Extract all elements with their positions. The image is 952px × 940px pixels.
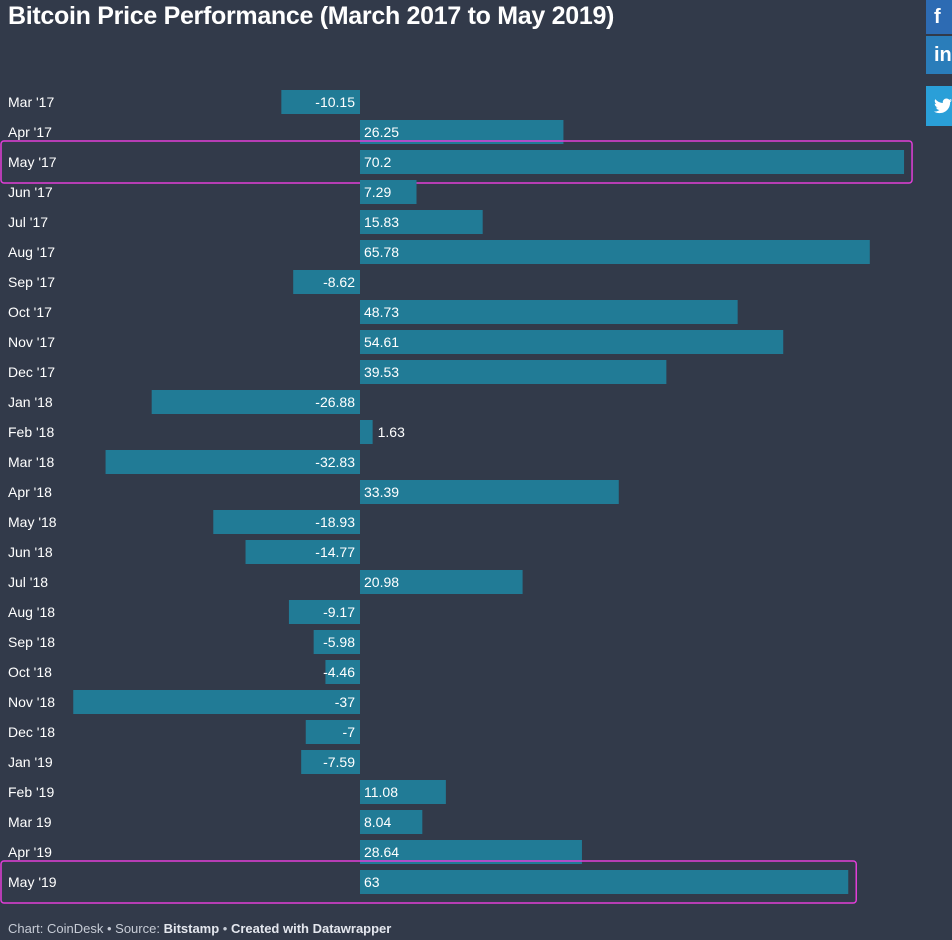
highlight-box <box>0 860 857 904</box>
value-label: 70.2 <box>364 154 391 170</box>
category-label: Mar '17 <box>8 94 54 110</box>
category-label: Nov '18 <box>8 694 55 710</box>
bar <box>313 630 360 654</box>
category-label: Feb '19 <box>8 784 54 800</box>
bar <box>360 330 784 354</box>
footer-source[interactable]: Bitstamp <box>163 921 220 936</box>
chart-footer: Chart: CoinDesk • Source: Bitstamp • Cre… <box>8 921 391 936</box>
category-label: Mar 19 <box>8 814 52 830</box>
value-label: -32.83 <box>315 454 355 470</box>
category-label: Sep '18 <box>8 634 55 650</box>
category-label: Apr '19 <box>8 844 52 860</box>
bar <box>360 150 905 174</box>
bar <box>360 420 373 444</box>
value-label: 54.61 <box>364 334 399 350</box>
value-label: -9.17 <box>323 604 355 620</box>
value-label: 26.25 <box>364 124 399 140</box>
value-label: -26.88 <box>315 394 355 410</box>
bar <box>360 210 483 234</box>
category-label: Jul '18 <box>8 574 48 590</box>
category-label: Aug '18 <box>8 604 55 620</box>
bar <box>293 270 360 294</box>
bar <box>360 120 564 144</box>
bar <box>360 780 446 804</box>
bar <box>245 540 360 564</box>
value-label: -4.46 <box>323 664 355 680</box>
value-label: 20.98 <box>364 574 399 590</box>
category-label: Apr '17 <box>8 124 52 140</box>
bar <box>360 840 582 864</box>
value-label: 65.78 <box>364 244 399 260</box>
value-label: -10.15 <box>315 94 355 110</box>
category-label: Oct '17 <box>8 304 52 320</box>
value-label: 7.29 <box>364 184 391 200</box>
category-label: Apr '18 <box>8 484 52 500</box>
bar <box>360 480 619 504</box>
value-label: -8.62 <box>323 274 355 290</box>
highlight-box <box>0 140 913 184</box>
bar <box>301 750 360 774</box>
value-label: 63 <box>364 874 380 890</box>
category-label: May '19 <box>8 874 57 890</box>
value-label: -37 <box>335 694 355 710</box>
footer-prefix: Chart: CoinDesk • Source: <box>8 921 164 936</box>
facebook-share-button[interactable]: f <box>926 0 952 34</box>
category-label: Jan '19 <box>8 754 53 770</box>
bar-chart: Mar '17 -10.15 Apr '17 26.25 May '17 70.2 Jun … <box>0 90 913 904</box>
bar <box>360 180 417 204</box>
footer-separator: • <box>219 921 231 936</box>
category-label: Nov '17 <box>8 334 55 350</box>
value-label: -18.93 <box>315 514 355 530</box>
value-label: 8.04 <box>364 814 391 830</box>
bar <box>305 720 360 744</box>
value-label: 33.39 <box>364 484 399 500</box>
bar <box>325 660 360 684</box>
bar <box>360 300 738 324</box>
linkedin-share-button[interactable]: in <box>926 36 952 74</box>
category-label: May '18 <box>8 514 57 530</box>
category-label: May '17 <box>8 154 57 170</box>
bar <box>105 450 360 474</box>
category-label: Dec '18 <box>8 724 55 740</box>
category-label: Dec '17 <box>8 364 55 380</box>
bar <box>360 360 667 384</box>
bar <box>360 870 849 894</box>
category-label: Feb '18 <box>8 424 54 440</box>
value-label: -7.59 <box>323 754 355 770</box>
bar <box>360 570 523 594</box>
bar <box>281 90 360 114</box>
twitter-share-button[interactable] <box>926 86 952 126</box>
category-label: Aug '17 <box>8 244 55 260</box>
category-label: Jul '17 <box>8 214 48 230</box>
value-label: -14.77 <box>315 544 355 560</box>
linkedin-icon: in <box>934 43 952 66</box>
value-label: -7 <box>343 724 356 740</box>
category-label: Oct '18 <box>8 664 52 680</box>
value-label: 39.53 <box>364 364 399 380</box>
category-label: Jan '18 <box>8 394 53 410</box>
twitter-icon <box>934 98 952 114</box>
category-label: Sep '17 <box>8 274 55 290</box>
footer-credit[interactable]: Created with Datawrapper <box>230 921 392 936</box>
value-label: 1.63 <box>378 424 405 440</box>
chart-title: Bitcoin Price Performance (March 2017 to… <box>8 2 615 30</box>
value-label: 11.08 <box>364 784 398 800</box>
category-label: Jun '17 <box>8 184 53 200</box>
bar <box>151 390 360 414</box>
value-label: 15.83 <box>364 214 399 230</box>
bar <box>73 690 360 714</box>
bar <box>288 600 360 624</box>
bar <box>360 240 870 264</box>
bar <box>360 810 423 834</box>
category-label: Mar '18 <box>8 454 54 470</box>
category-label: Jun '18 <box>8 544 53 560</box>
bar <box>213 510 360 534</box>
value-label: 28.64 <box>364 844 399 860</box>
value-label: -5.98 <box>323 634 355 650</box>
facebook-icon: f <box>934 5 941 28</box>
value-label: 48.73 <box>364 304 399 320</box>
